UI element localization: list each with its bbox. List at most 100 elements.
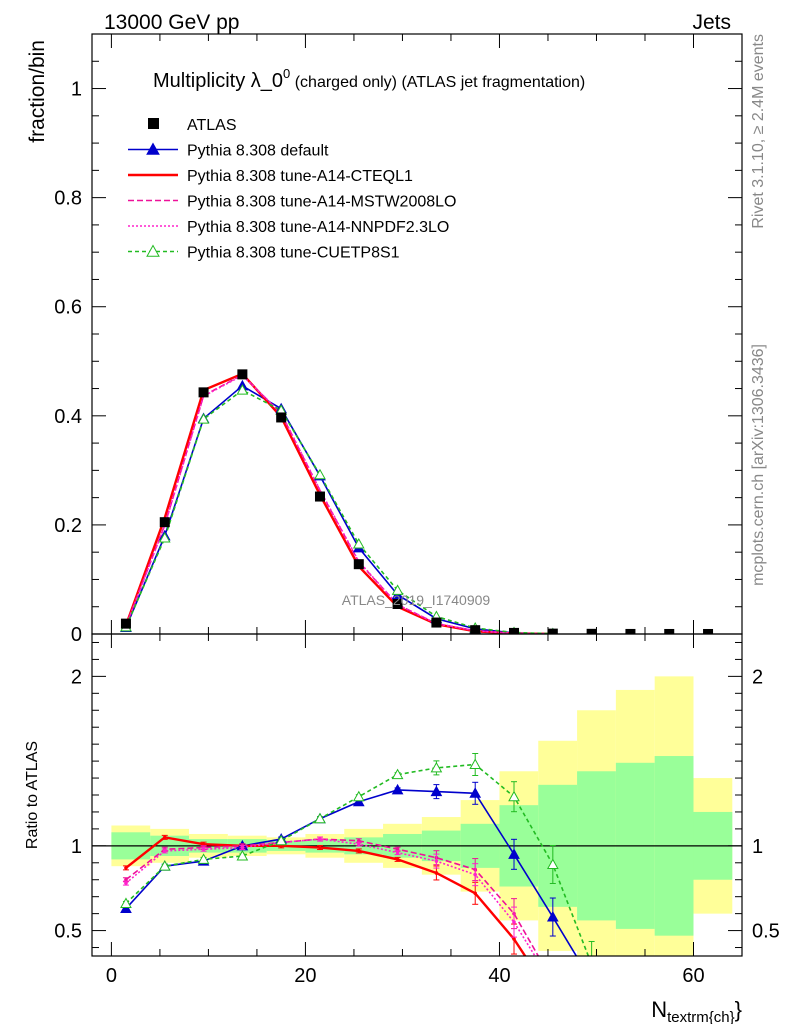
ratio-marker: [395, 850, 400, 855]
ratio-markers: [120, 752, 597, 1001]
y-tick-label-bottom-right: 1: [752, 836, 763, 858]
top-curves: [124, 372, 553, 634]
legend-label: ATLAS: [187, 117, 237, 134]
ratio-marker: [587, 976, 597, 985]
ratio-marker: [197, 853, 210, 864]
legend-item: Pythia 8.308 tune-CUETP8S1: [128, 244, 400, 262]
legend-label: Pythia 8.308 default: [187, 143, 329, 160]
ratio-marker: [512, 937, 516, 941]
series-line-3: [125, 374, 553, 634]
x-tick-label: 40: [488, 965, 510, 987]
header-energy: 13000 GeV pp: [104, 11, 239, 34]
ratio-marker: [162, 835, 167, 840]
data-point: [470, 625, 481, 634]
ratio-marker: [352, 790, 365, 802]
ratio-marker: [201, 847, 206, 852]
legend-item: Pythia 8.308 tune-A14-CTEQL1: [128, 168, 413, 185]
ratio-marker: [162, 849, 167, 853]
ratio-marker: [158, 860, 171, 871]
ratio-marker: [508, 848, 520, 859]
ratio-marker: [546, 910, 559, 922]
y-axis-label-top: fraction/bin: [26, 40, 49, 143]
ratio-marker: [551, 997, 555, 1001]
series-marker: [236, 384, 249, 395]
series-line-4: [125, 389, 553, 634]
x-tick-label: 60: [682, 965, 704, 987]
ratio-marker: [391, 783, 404, 795]
axis-ticks: [92, 33, 742, 956]
ratio-marker: [318, 837, 322, 841]
ratio-marker: [587, 959, 597, 968]
series-marker: [352, 537, 365, 549]
data-point: [198, 387, 209, 398]
y-tick-label-bottom: 2: [71, 666, 82, 688]
header-process: Jets: [692, 11, 731, 34]
ratio-marker: [391, 768, 404, 780]
side-label-site: mcplots.cern.ch [arXiv:1306.3436]: [750, 344, 767, 586]
ratio-marker: [356, 842, 361, 846]
y-tick-label-top: 0.8: [54, 188, 82, 210]
y-tick-label-bottom-right: 0.5: [752, 921, 780, 943]
ratio-marker: [120, 902, 132, 914]
tick-labels: 0 20 40 60 0 0.2 0.4 0.6 0.8 1 0.5 0.5 1 1 2 2: [54, 79, 780, 987]
ratio-marker: [434, 871, 439, 875]
x-axis-label: Ntextrm{ch}}: [651, 997, 742, 1024]
ratio-line-3: [125, 838, 536, 956]
ratio-marker: [551, 983, 555, 987]
ratio-marker: [314, 812, 326, 824]
data-point: [314, 491, 325, 502]
ratio-marker: [512, 920, 516, 924]
plot-title-sup: 0: [283, 66, 290, 81]
ratio-line-2: [125, 838, 540, 956]
x-axis-label-close: }: [735, 997, 742, 1022]
data-point: [664, 628, 675, 634]
y-tick-label-bottom: 1: [71, 836, 82, 858]
ratio-marker: [434, 859, 439, 863]
legend-item: Pythia 8.308 default: [128, 142, 329, 160]
data-point: [625, 628, 636, 634]
legend-label: Pythia 8.308 tune-A14-NNPDF2.3LO: [187, 219, 449, 236]
ratio-marker: [124, 866, 128, 870]
legend-marker: [146, 142, 160, 155]
ratio-marker: [352, 795, 365, 807]
ratio-marker: [430, 785, 443, 797]
ratio-marker: [240, 845, 245, 850]
plot-title: Multiplicity λ_00 (charged only) (ATLAS …: [153, 66, 585, 92]
series-line-1: [124, 372, 553, 634]
analysis-watermark: ATLAS_2019_I1740909: [342, 592, 491, 608]
data-point: [703, 628, 714, 634]
ratio-marker: [469, 758, 482, 769]
legend-label: Pythia 8.308 tune-A14-MSTW2008LO: [187, 194, 456, 211]
legend-label: Pythia 8.308 tune-A14-CTEQL1: [187, 168, 413, 185]
data-point: [159, 517, 170, 528]
data-point: [509, 627, 520, 634]
data-point: [586, 628, 597, 634]
series-marker: [314, 468, 326, 480]
ratio-line-1: [125, 836, 527, 956]
ratio-marker: [430, 761, 443, 773]
ratio-marker: [469, 787, 482, 798]
y-tick-label-bottom: 0.5: [54, 921, 82, 943]
data-point: [547, 628, 558, 634]
x-tick-label: 20: [294, 965, 316, 987]
ratio-marker: [473, 872, 478, 877]
ratio-marker: [120, 897, 132, 908]
legend: ATLAS Pythia 8.308 default Pythia 8.308 tu…: [128, 117, 456, 262]
y-tick-label-top: 0: [71, 624, 82, 646]
x-axis-label-main: N: [651, 997, 667, 1022]
data-point: [276, 412, 287, 423]
series-marker: [391, 584, 404, 595]
top-markers: [120, 369, 714, 634]
ratio-marker: [473, 891, 478, 896]
uncertainty-bands: [92, 676, 742, 956]
ratio-marker: [124, 881, 128, 885]
legend-item: ATLAS: [148, 117, 237, 134]
ratio-marker: [395, 857, 400, 862]
ratio-marker: [546, 858, 559, 869]
ratio-marker: [508, 790, 520, 802]
y-axis-label-bottom: Ratio to ATLAS: [24, 741, 41, 849]
x-axis-label-sub: textrm{ch}: [667, 1009, 735, 1024]
side-label-rivet: Rivet 3.1.10, ≥ 2.4M events: [750, 34, 767, 229]
plot-title-main: Multiplicity λ_0: [153, 70, 283, 92]
